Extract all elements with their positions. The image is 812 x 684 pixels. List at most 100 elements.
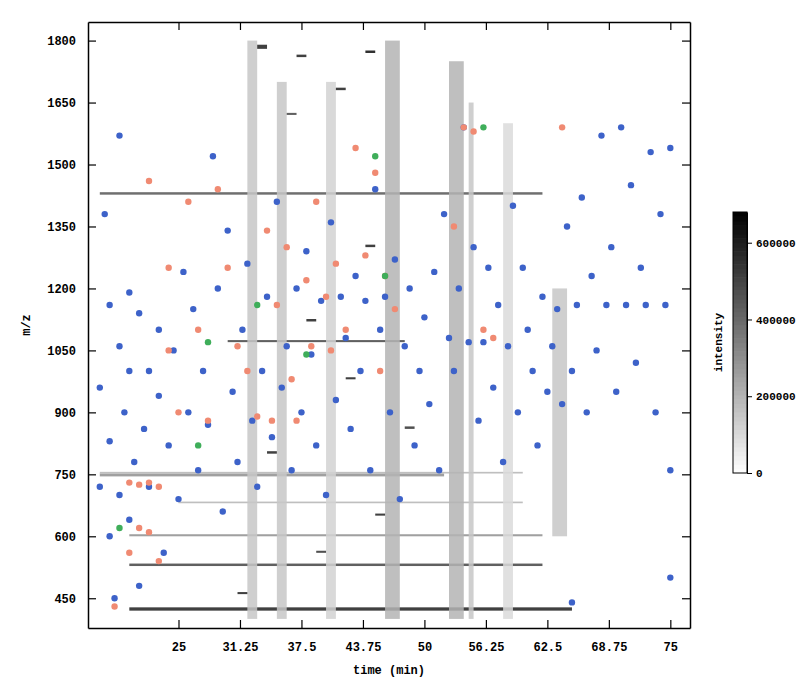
tick (301, 22, 302, 30)
heatmap-cell (267, 451, 277, 453)
tick (682, 103, 690, 104)
plot-background (88, 22, 690, 628)
data-point (588, 273, 594, 279)
data-point (480, 339, 486, 345)
axis-line (747, 213, 748, 474)
data-point (102, 211, 108, 217)
tick: 200000 (747, 391, 796, 403)
data-point (510, 203, 516, 209)
colorbar-step (733, 390, 747, 395)
colorbar-step (733, 382, 747, 387)
colorbar-step (733, 238, 747, 243)
data-point (136, 583, 142, 589)
tick-mark (747, 473, 752, 474)
data-point (111, 603, 117, 609)
data-point (269, 417, 275, 423)
tick: 900 (54, 407, 96, 421)
tick (670, 22, 671, 30)
colorbar-step (733, 256, 747, 261)
colorbar-step (733, 321, 747, 326)
data-point (224, 265, 230, 271)
data-point (283, 244, 289, 250)
data-point (185, 198, 191, 204)
tick-mark (301, 620, 302, 628)
data-point (264, 227, 270, 233)
tick-mark (88, 288, 96, 289)
tick: 25 (172, 620, 186, 655)
data-point (559, 401, 565, 407)
data-point (362, 298, 368, 304)
heatmap (100, 41, 572, 619)
tick-label: 1650 (47, 97, 76, 111)
tick-mark (240, 22, 241, 30)
colorbar-step (733, 303, 747, 308)
data-point (156, 327, 162, 333)
data-point (554, 306, 560, 312)
data-point (377, 327, 383, 333)
data-point (387, 409, 393, 415)
tick-label: 450 (54, 593, 76, 607)
data-point (402, 343, 408, 349)
colorbar-step (733, 386, 747, 391)
series-points (111, 124, 565, 610)
colorbar-step (733, 316, 747, 321)
data-point (357, 368, 363, 374)
tick: 43.75 (345, 620, 381, 655)
data-point (343, 327, 349, 333)
tick-label: 750 (54, 469, 76, 483)
data-point (126, 479, 132, 485)
tick (682, 598, 690, 599)
data-point (372, 153, 378, 159)
x-axis: 2531.2537.543.755056.2562.568.7575 (89, 620, 691, 655)
data-point (382, 273, 388, 279)
data-point (126, 289, 132, 295)
tick (682, 474, 690, 475)
colorbar-step (733, 438, 747, 443)
colorbar-step (733, 312, 747, 317)
data-point (146, 368, 152, 374)
data-point (161, 550, 167, 556)
colorbar-step (733, 234, 747, 239)
tick-label: 31.25 (222, 641, 258, 655)
colorbar-step (733, 395, 747, 400)
tick-mark (747, 396, 752, 397)
tick-mark (670, 620, 671, 628)
tick (609, 22, 610, 30)
tick-mark (547, 620, 548, 628)
tick-label: 1200 (47, 283, 76, 297)
data-point (643, 302, 649, 308)
tick-mark (363, 22, 364, 30)
x-axis-top (89, 22, 691, 30)
data-point (274, 198, 280, 204)
tick-label: 37.5 (288, 641, 317, 655)
data-point (372, 186, 378, 192)
heatmap-cell (287, 113, 297, 115)
colorbar-step (733, 295, 747, 300)
data-point (323, 294, 329, 300)
colorbar-step (733, 425, 747, 430)
data-point (126, 368, 132, 374)
colorbar-step (733, 282, 747, 287)
data-point (338, 294, 344, 300)
data-point (229, 389, 235, 395)
data-point (180, 269, 186, 275)
data-point (116, 132, 122, 138)
colorbar-step (733, 460, 747, 465)
data-point (298, 409, 304, 415)
data-point (603, 302, 609, 308)
tick-label: 75 (664, 641, 678, 655)
tick-label: 200000 (756, 391, 796, 403)
colorbar-step (733, 443, 747, 448)
colorbar-step (733, 369, 747, 374)
data-point (215, 186, 221, 192)
tick-mark (682, 40, 690, 41)
data-point (239, 327, 245, 333)
tick-mark (424, 620, 425, 628)
data-point (254, 484, 260, 490)
tick-mark (88, 40, 96, 41)
heatmap-cell (405, 426, 415, 428)
data-point (288, 467, 294, 473)
data-point (652, 409, 658, 415)
colorbar-step (733, 221, 747, 226)
tick-label: 1350 (47, 221, 76, 235)
